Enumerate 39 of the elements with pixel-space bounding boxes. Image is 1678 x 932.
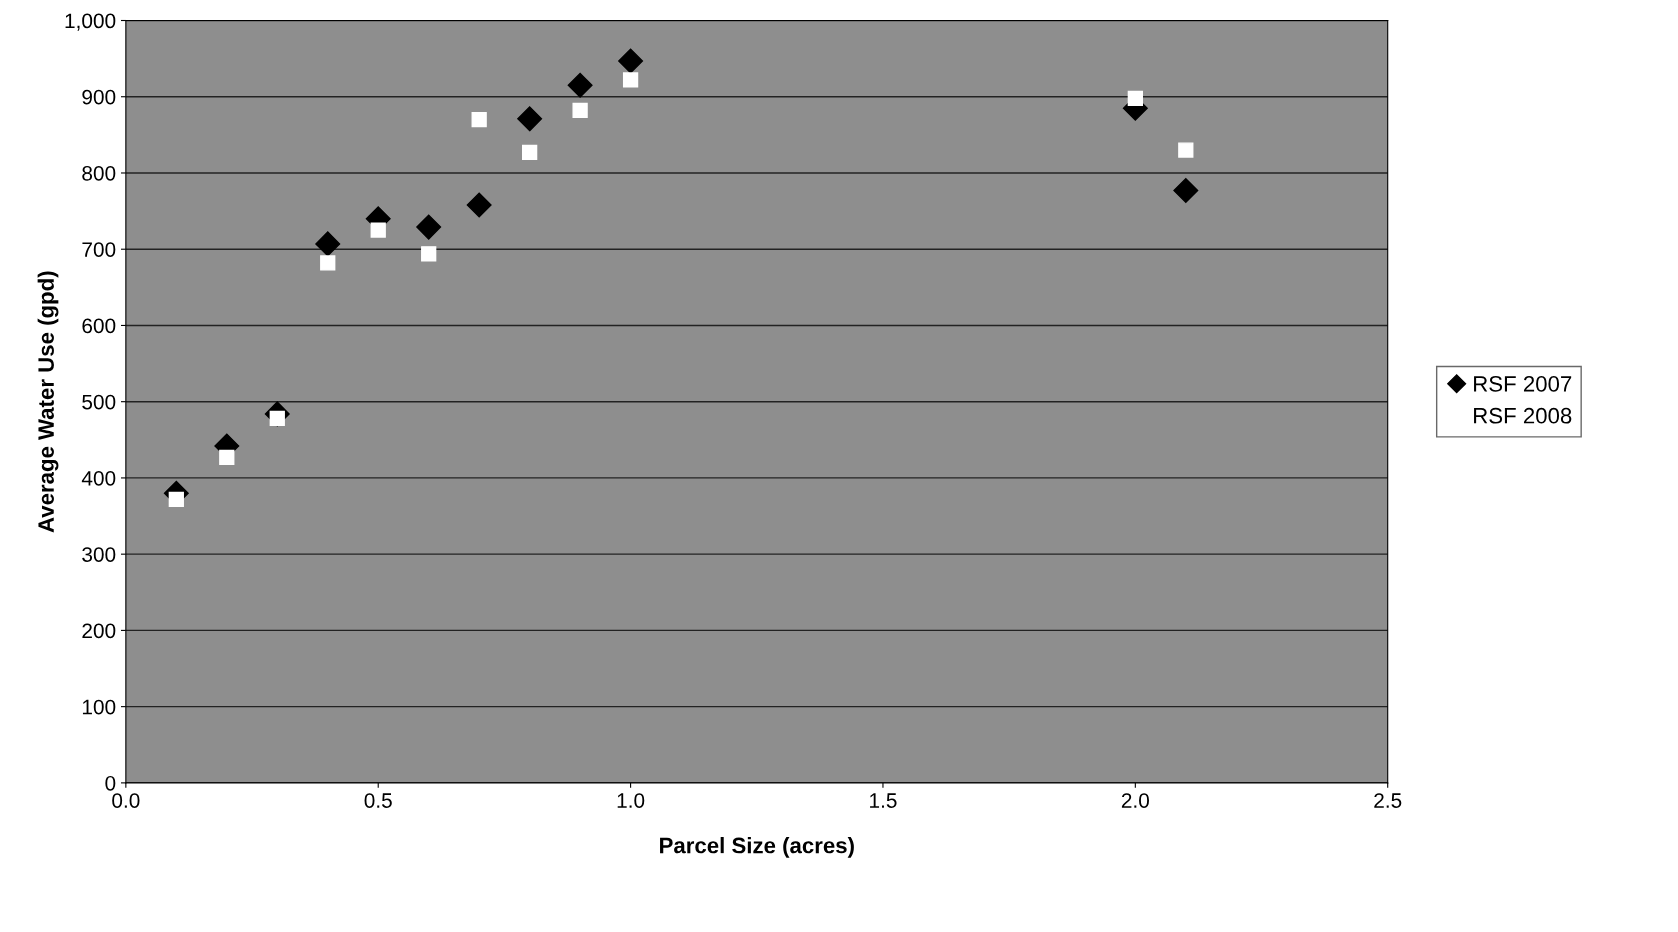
point [421, 246, 437, 262]
y-tick-label: 0 [105, 775, 116, 791]
y-tick-label: 900 [82, 89, 116, 105]
x-tick-label: 0.0 [112, 793, 140, 808]
y-tick-label: 300 [82, 547, 116, 562]
point [320, 255, 336, 271]
x-axis-title: Parcel Size (acres) [660, 837, 854, 858]
y-tick-label: 800 [82, 165, 116, 181]
x-tick-label: 2.0 [1121, 793, 1149, 808]
y-axis-title: Average Water Use (gpd) [37, 271, 59, 533]
point [522, 144, 538, 161]
point [315, 231, 341, 257]
point [466, 192, 492, 218]
y-tick-label: 200 [82, 623, 116, 639]
point [572, 102, 588, 119]
point [567, 72, 593, 98]
x-tick-label: 1.5 [870, 793, 897, 808]
point [168, 491, 184, 507]
x-tick-label: 0.5 [364, 793, 392, 808]
point [471, 111, 487, 128]
point [1173, 178, 1199, 203]
x-tick-label: 1.0 [617, 793, 645, 808]
y-tick-label: 400 [81, 470, 116, 486]
legend-label: RSF 2007 [1474, 376, 1572, 392]
point [370, 222, 386, 238]
y-tick-label: 100 [82, 699, 116, 715]
y-tick-label: 600 [82, 318, 116, 334]
point [1178, 142, 1194, 158]
y-tick-label: 1,000 [65, 13, 116, 31]
point [622, 72, 639, 88]
x-tick-label: 2.5 [1374, 793, 1402, 808]
text: RSF 2008 [1474, 407, 1572, 424]
point [1127, 90, 1143, 106]
point [618, 48, 644, 74]
point [219, 449, 235, 465]
y-tick-label: 500 [82, 394, 116, 410]
point [517, 106, 543, 132]
y-tick-label: 700 [82, 242, 116, 257]
point [416, 214, 442, 240]
